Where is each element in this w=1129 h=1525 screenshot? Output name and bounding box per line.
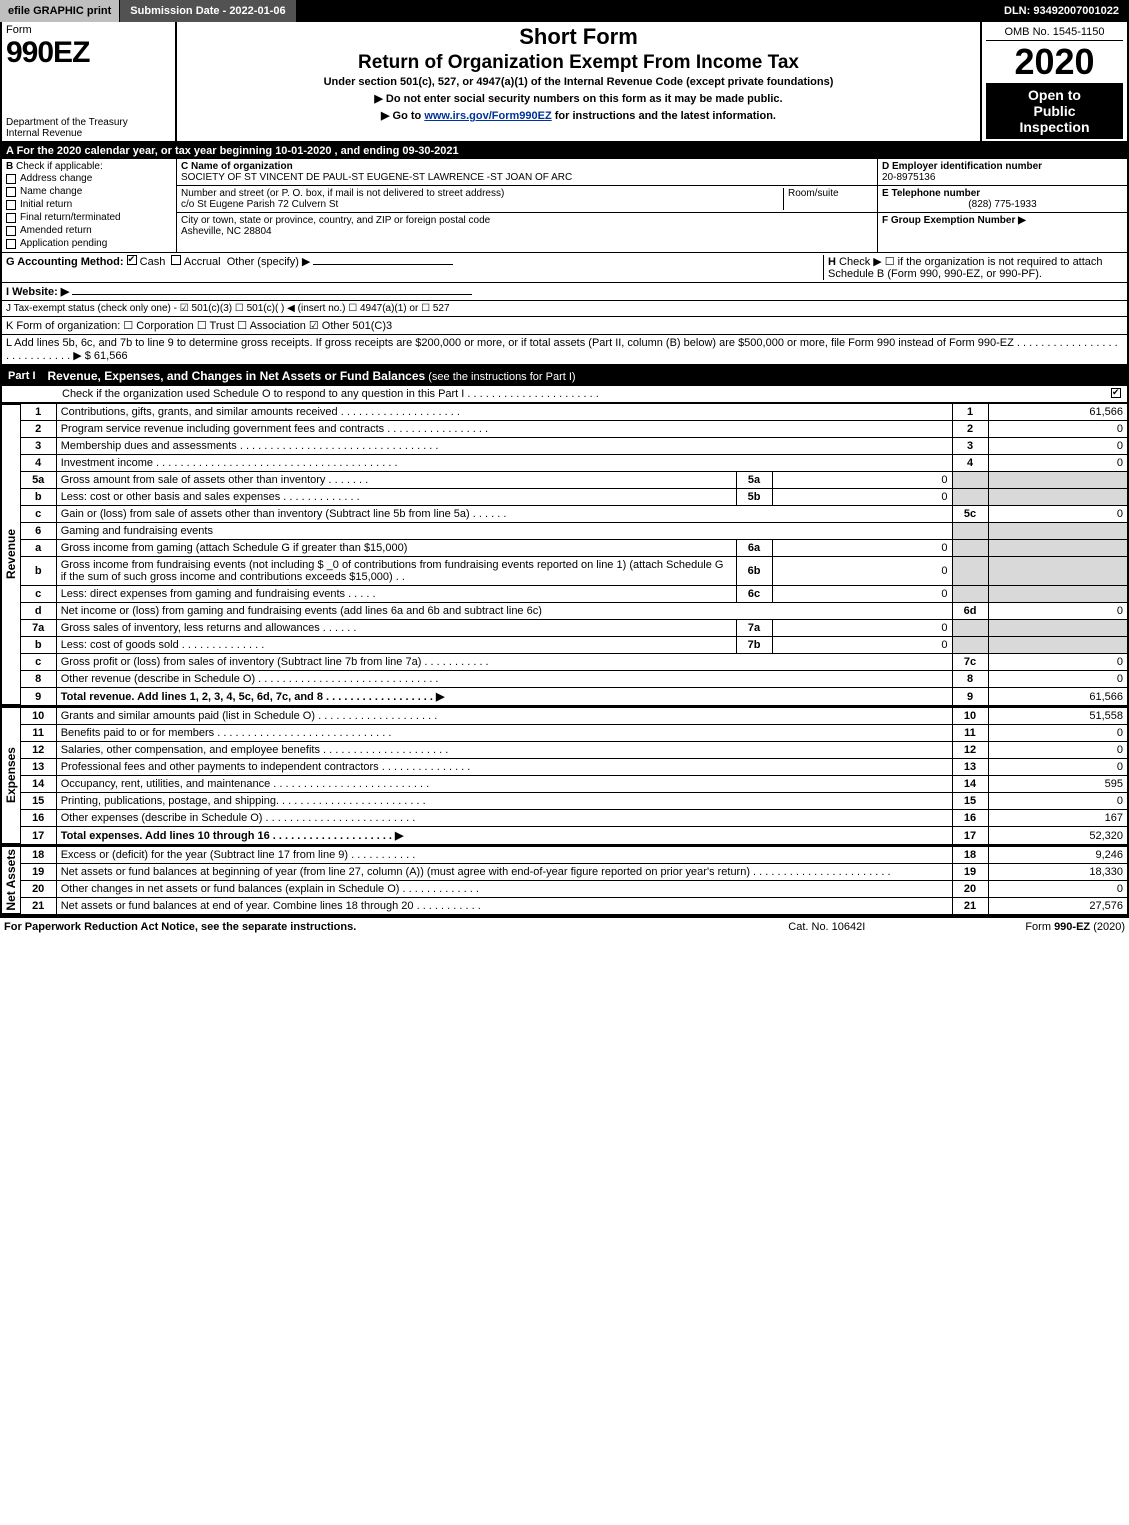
initial-return-checkbox[interactable] xyxy=(6,200,16,210)
box-c: C Name of organization SOCIETY OF ST VIN… xyxy=(177,159,877,252)
line-row: 21Net assets or fund balances at end of … xyxy=(20,898,1128,915)
line-row: bLess: cost of goods sold . . . . . . . … xyxy=(20,637,1128,654)
expenses-table: 10Grants and similar amounts paid (list … xyxy=(20,706,1129,845)
box-b: B Check if applicable: Address change Na… xyxy=(2,159,177,252)
under-section: Under section 501(c), 527, or 4947(a)(1)… xyxy=(181,76,976,88)
netassets-side-label: Net Assets xyxy=(0,845,20,915)
group-exemption: F Group Exemption Number ▶ xyxy=(882,215,1123,226)
expenses-block: Expenses 10Grants and similar amounts pa… xyxy=(0,706,1129,845)
form-label: Form xyxy=(6,24,171,36)
box-def: D Employer identification number 20-8975… xyxy=(877,159,1127,252)
expenses-side-label: Expenses xyxy=(0,706,20,845)
line-row: 8Other revenue (describe in Schedule O) … xyxy=(20,671,1128,688)
line-row: 1Contributions, gifts, grants, and simil… xyxy=(20,404,1128,421)
gross-receipts: L Add lines 5b, 6c, and 7b to line 9 to … xyxy=(2,335,1127,364)
revenue-block: Revenue 1Contributions, gifts, grants, a… xyxy=(0,403,1129,706)
line-row: 19Net assets or fund balances at beginni… xyxy=(20,864,1128,881)
rows-g-l: G Accounting Method: Cash Accrual Other … xyxy=(0,253,1129,366)
final-return-checkbox[interactable] xyxy=(6,213,16,223)
line-row: 15Printing, publications, postage, and s… xyxy=(20,793,1128,810)
ein: 20-8975136 xyxy=(882,172,1123,183)
line-row: 11Benefits paid to or for members . . . … xyxy=(20,725,1128,742)
line-row: aGross income from gaming (attach Schedu… xyxy=(20,540,1128,557)
form-ref: Form 990-EZ (2020) xyxy=(1025,921,1125,933)
line-row: cGain or (loss) from sale of assets othe… xyxy=(20,506,1128,523)
name-change-checkbox[interactable] xyxy=(6,187,16,197)
address-change-checkbox[interactable] xyxy=(6,174,16,184)
catalog-number: Cat. No. 10642I xyxy=(788,921,865,933)
org-address: c/o St Eugene Parish 72 Culvern St xyxy=(181,199,783,210)
line-row: cLess: direct expenses from gaming and f… xyxy=(20,586,1128,603)
line-row: bLess: cost or other basis and sales exp… xyxy=(20,489,1128,506)
efile-print-button[interactable]: efile GRAPHIC print xyxy=(0,0,120,22)
line-row: bGross income from fundraising events (n… xyxy=(20,557,1128,586)
line-row: 5aGross amount from sale of assets other… xyxy=(20,472,1128,489)
page-footer: For Paperwork Reduction Act Notice, see … xyxy=(0,917,1129,936)
line-row: 18Excess or (deficit) for the year (Subt… xyxy=(20,846,1128,864)
form-title: Return of Organization Exempt From Incom… xyxy=(181,52,976,74)
line-row: 20Other changes in net assets or fund ba… xyxy=(20,881,1128,898)
line-row: 7aGross sales of inventory, less returns… xyxy=(20,620,1128,637)
h-schedule-b: Check ▶ ☐ if the organization is not req… xyxy=(828,256,1103,280)
website-row: I Website: ▶ xyxy=(6,286,69,298)
dept-treasury: Department of the Treasury xyxy=(6,117,171,128)
netassets-table: 18Excess or (deficit) for the year (Subt… xyxy=(20,845,1129,915)
line-row: 6Gaming and fundraising events xyxy=(20,523,1128,540)
tax-exempt-status: J Tax-exempt status (check only one) - ☑… xyxy=(2,301,1127,317)
revenue-table: 1Contributions, gifts, grants, and simil… xyxy=(20,403,1129,706)
org-city: Asheville, NC 28804 xyxy=(181,226,873,237)
goto-line: ▶ Go to www.irs.gov/Form990EZ for instru… xyxy=(181,109,976,122)
schedule-o-checkbox[interactable] xyxy=(1111,388,1121,398)
netassets-block: Net Assets 18Excess or (deficit) for the… xyxy=(0,845,1129,917)
line-row: 3Membership dues and assessments . . . .… xyxy=(20,438,1128,455)
form-number: 990EZ xyxy=(6,36,171,70)
line-row: 12Salaries, other compensation, and empl… xyxy=(20,742,1128,759)
tax-year-range: A For the 2020 calendar year, or tax yea… xyxy=(0,143,1129,159)
short-form-title: Short Form xyxy=(181,24,976,50)
line-row: dNet income or (loss) from gaming and fu… xyxy=(20,603,1128,620)
form-of-org: K Form of organization: ☐ Corporation ☐ … xyxy=(2,317,1127,335)
omb-number: OMB No. 1545-1150 xyxy=(986,24,1123,41)
line-row: 9Total revenue. Add lines 1, 2, 3, 4, 5c… xyxy=(20,688,1128,706)
irs-link[interactable]: www.irs.gov/Form990EZ xyxy=(424,110,551,122)
line-row: 17Total expenses. Add lines 10 through 1… xyxy=(20,827,1128,845)
accrual-checkbox[interactable] xyxy=(171,255,181,265)
application-pending-checkbox[interactable] xyxy=(6,239,16,249)
line-row: 4Investment income . . . . . . . . . . .… xyxy=(20,455,1128,472)
line-row: 14Occupancy, rent, utilities, and mainte… xyxy=(20,776,1128,793)
line-row: 16Other expenses (describe in Schedule O… xyxy=(20,810,1128,827)
open-inspection: Open to Public Inspection xyxy=(986,83,1123,139)
line-row: 2Program service revenue including gover… xyxy=(20,421,1128,438)
form-header: Form 990EZ Department of the Treasury In… xyxy=(0,22,1129,143)
org-info-block: B Check if applicable: Address change Na… xyxy=(0,159,1129,253)
revenue-side-label: Revenue xyxy=(0,403,20,706)
tax-year: 2020 xyxy=(986,41,1123,83)
amended-return-checkbox[interactable] xyxy=(6,226,16,236)
line-row: 10Grants and similar amounts paid (list … xyxy=(20,707,1128,725)
paperwork-notice: For Paperwork Reduction Act Notice, see … xyxy=(4,921,356,933)
part1-header: Part I Revenue, Expenses, and Changes in… xyxy=(0,366,1129,386)
submission-date: Submission Date - 2022-01-06 xyxy=(120,0,295,22)
top-bar: efile GRAPHIC print Submission Date - 20… xyxy=(0,0,1129,22)
telephone: (828) 775-1933 xyxy=(882,199,1123,210)
dept-irs: Internal Revenue xyxy=(6,128,171,139)
dln: DLN: 93492007001022 xyxy=(994,0,1129,22)
line-row: 13Professional fees and other payments t… xyxy=(20,759,1128,776)
line-row: cGross profit or (loss) from sales of in… xyxy=(20,654,1128,671)
cash-checkbox[interactable] xyxy=(127,255,137,265)
ssn-warning: ▶ Do not enter social security numbers o… xyxy=(181,92,976,105)
room-suite: Room/suite xyxy=(783,188,873,210)
org-name: SOCIETY OF ST VINCENT DE PAUL-ST EUGENE-… xyxy=(181,172,873,183)
schedule-o-check: Check if the organization used Schedule … xyxy=(0,386,1129,403)
